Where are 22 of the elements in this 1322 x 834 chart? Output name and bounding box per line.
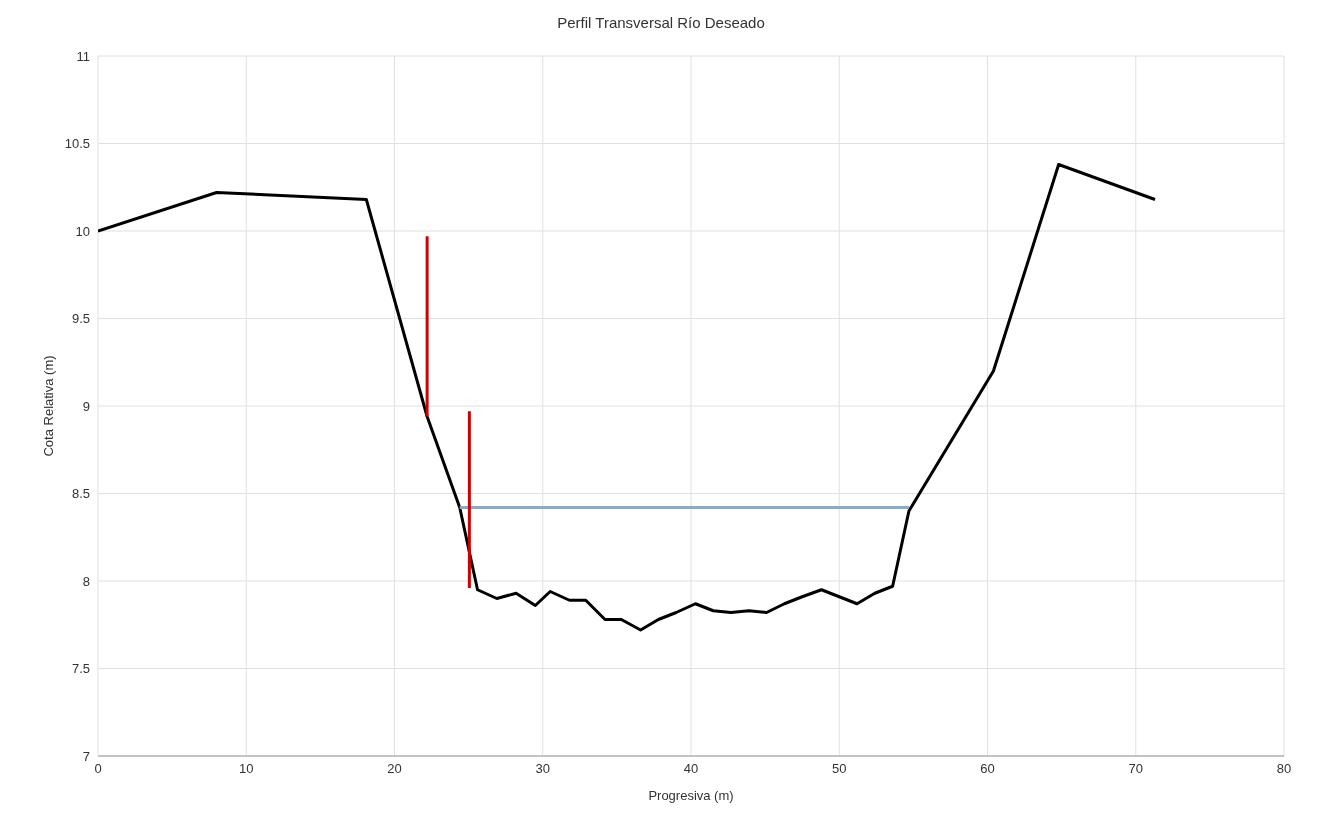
x-tick-label: 20 bbox=[387, 761, 402, 777]
y-tick-label: 7 bbox=[82, 748, 90, 764]
chart-title: Perfil Transversal Río Deseado bbox=[556, 13, 766, 33]
y-tick-label: 7.5 bbox=[71, 661, 90, 677]
y-tick-label: 8 bbox=[82, 573, 90, 589]
y-tick-label: 10.5 bbox=[64, 136, 90, 152]
y-tick-label: 8.5 bbox=[71, 486, 90, 502]
x-tick-label: 50 bbox=[832, 761, 847, 777]
y-tick-label: 10 bbox=[75, 223, 90, 239]
y-tick-label: 9 bbox=[82, 398, 90, 414]
y-tick-label: 9.5 bbox=[71, 311, 90, 327]
x-tick-label: 60 bbox=[980, 761, 995, 777]
line-series bbox=[98, 163, 1157, 632]
y-tick-label: 11 bbox=[76, 48, 90, 64]
x-tick-label: 70 bbox=[1128, 761, 1143, 777]
x-tick-label: 10 bbox=[239, 761, 254, 777]
x-tick-label: 40 bbox=[683, 761, 699, 777]
x-axis-title: Progresiva (m) bbox=[648, 788, 734, 803]
y-axis-title: Cota Relativa (m) bbox=[40, 355, 56, 457]
x-tick-label: 30 bbox=[535, 761, 550, 777]
x-tick-label: 0 bbox=[94, 761, 102, 777]
x-tick-label: 80 bbox=[1276, 761, 1292, 777]
